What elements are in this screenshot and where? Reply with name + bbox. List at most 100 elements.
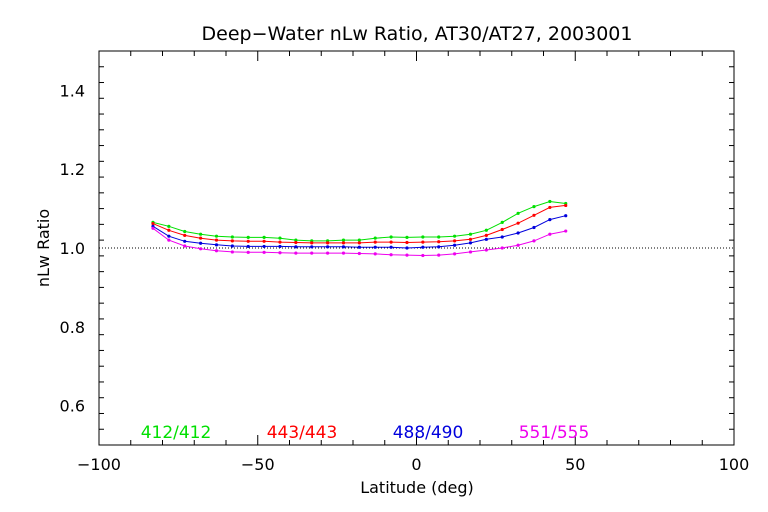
data-point: [214, 249, 219, 253]
data-point: [421, 235, 425, 239]
y-tick-label: 1.2: [60, 160, 85, 179]
series-line-0: [152, 200, 566, 242]
data-point: [389, 235, 393, 239]
data-point: [278, 251, 282, 255]
data-point: [326, 245, 330, 249]
data-point: [516, 243, 520, 247]
data-point: [357, 238, 361, 242]
series-layer: [151, 199, 568, 258]
data-point: [326, 251, 330, 255]
data-point: [294, 240, 298, 245]
data-point: [500, 246, 504, 250]
data-point: [421, 245, 425, 249]
x-axis-label: Latitude (deg): [360, 478, 474, 497]
data-point: [199, 236, 203, 240]
legend-entry: 443/443: [267, 423, 338, 443]
data-point: [183, 233, 187, 237]
data-point: [389, 240, 393, 244]
data-point: [167, 238, 171, 242]
data-point: [262, 250, 266, 254]
data-point: [405, 246, 409, 250]
data-point: [437, 245, 441, 249]
x-tick-label: 0: [411, 455, 421, 474]
data-point: [294, 251, 298, 255]
data-point: [199, 247, 203, 251]
data-point: [564, 203, 568, 208]
data-point: [564, 214, 568, 218]
data-point: [468, 250, 473, 254]
data-point: [421, 240, 425, 244]
data-point: [199, 232, 203, 236]
data-point: [532, 205, 536, 209]
data-point: [468, 241, 473, 245]
data-point: [310, 241, 314, 245]
data-point: [167, 224, 171, 228]
data-point: [437, 240, 441, 244]
data-point: [421, 253, 425, 258]
data-point: [310, 245, 314, 249]
data-point: [230, 235, 234, 239]
data-point: [246, 250, 250, 254]
y-tick-label: 1.0: [60, 239, 85, 258]
data-point: [278, 240, 282, 244]
data-point: [532, 239, 536, 243]
data-point: [500, 235, 504, 239]
legend: 412/412 443/443 488/490 551/555: [141, 423, 590, 443]
data-point: [341, 251, 346, 255]
data-point: [389, 253, 393, 257]
data-point: [183, 239, 187, 243]
data-point: [453, 252, 457, 256]
data-point: [167, 234, 171, 238]
data-point: [230, 239, 234, 243]
data-point: [500, 227, 504, 232]
data-point: [484, 233, 488, 237]
data-point: [468, 232, 473, 236]
data-point: [246, 239, 250, 243]
data-point: [548, 218, 552, 222]
data-point: [310, 251, 314, 255]
y-tick-label: 0.8: [60, 318, 85, 337]
data-point: [389, 245, 393, 249]
data-point: [548, 199, 552, 204]
x-tick-label: 50: [565, 455, 585, 474]
data-point: [294, 245, 298, 249]
data-point: [453, 239, 457, 243]
data-point: [484, 248, 488, 252]
data-point: [199, 241, 203, 245]
data-point: [183, 229, 187, 234]
data-point: [246, 244, 250, 249]
legend-entry: 488/490: [393, 423, 464, 443]
data-point: [151, 221, 155, 226]
data-point: [357, 245, 361, 249]
data-point: [373, 240, 377, 244]
data-point: [405, 253, 409, 257]
legend-entry: 412/412: [141, 423, 212, 443]
data-point: [500, 220, 504, 224]
data-point: [214, 243, 219, 247]
data-point: [532, 225, 536, 230]
data-point: [246, 235, 250, 239]
data-point: [214, 234, 219, 238]
data-point: [341, 238, 346, 242]
x-tick-label: −50: [241, 455, 275, 474]
data-point: [437, 235, 441, 239]
y-tick-label: 0.6: [60, 397, 85, 416]
data-point: [357, 241, 361, 245]
data-point: [230, 244, 234, 248]
data-point: [484, 237, 488, 241]
chart-title: Deep−Water nLw Ratio, AT30/AT27, 2003001: [202, 23, 633, 45]
data-point: [326, 241, 330, 245]
data-point: [341, 241, 346, 245]
data-point: [468, 237, 473, 241]
data-point: [341, 245, 346, 249]
data-point: [262, 239, 266, 243]
x-tick-label: −100: [77, 455, 121, 474]
data-point: [405, 240, 409, 245]
data-point: [373, 252, 377, 256]
data-point: [548, 232, 552, 236]
data-point: [262, 244, 266, 249]
data-point: [564, 229, 568, 233]
data-point: [437, 253, 441, 257]
data-point: [167, 228, 171, 232]
